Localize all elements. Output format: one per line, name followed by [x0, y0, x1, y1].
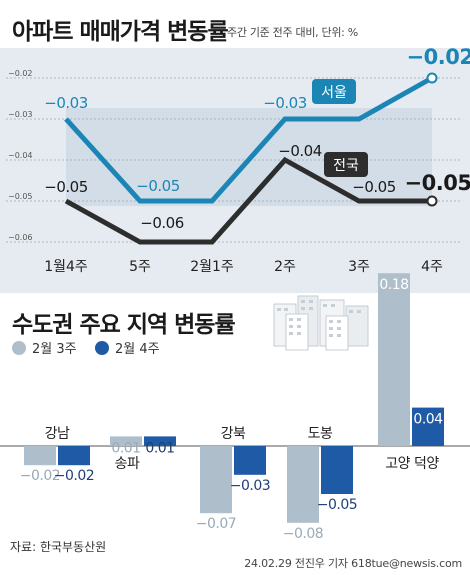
legend-label-week4: 2월 4주 [115, 342, 160, 357]
region-label: 고양 덕양 [385, 456, 439, 472]
source-note: 자료: 한국부동산원 [10, 540, 107, 554]
national-data-label: −0.06 [140, 214, 183, 232]
bar-label-week4: −0.03 [230, 478, 270, 494]
x-tick-label: 2주 [274, 259, 296, 275]
x-tick-label: 1월4주 [44, 259, 88, 275]
legend-week3: 2월 3주 [12, 338, 77, 357]
bar-week3 [110, 436, 142, 446]
region-label: 도봉 [308, 426, 333, 442]
apartment-buildings-icon [273, 295, 369, 351]
line-chart: −0.02−0.03−0.04−0.05−0.06서울전국−0.03−0.05−… [6, 48, 470, 275]
region-label: 강남 [45, 426, 70, 442]
national-data-label: −0.05 [405, 171, 470, 195]
legend-week4: 2월 4주 [95, 338, 160, 357]
seoul-data-label: −0.02 [407, 48, 470, 69]
bar-week4 [58, 446, 90, 466]
region-label: 송파 [115, 456, 140, 472]
bar-label-week3: 0.18 [379, 277, 408, 293]
credit-line: 24.02.29 전진우 기자 618tue@newsis.com [244, 557, 462, 570]
legend-label-week3: 2월 3주 [32, 342, 77, 357]
series-end-marker [426, 72, 438, 84]
national-tag-box [324, 152, 368, 177]
x-tick-label: 2월1주 [190, 259, 234, 275]
seoul-data-label: −0.03 [263, 94, 306, 112]
seoul-data-label: −0.05 [136, 177, 179, 195]
seoul-series-line [64, 75, 434, 204]
series-end-marker [426, 195, 438, 207]
national-data-label: −0.04 [278, 142, 321, 160]
bar-week3 [378, 273, 410, 446]
bar-chart-title: 수도권 주요 지역 변동률 [12, 312, 236, 338]
bar-week4 [412, 407, 444, 446]
y-tick-label: −0.02 [8, 69, 33, 78]
bar-week4 [234, 446, 266, 475]
page-title: 아파트 매매가격 변동률 [12, 19, 229, 45]
bar-label-week4: 0.04 [413, 412, 443, 428]
seoul-data-label: −0.03 [44, 94, 87, 112]
bar-label-week4: −0.02 [54, 468, 94, 484]
seoul-series-name: 서울 [321, 85, 347, 101]
y-tick-label: −0.04 [8, 151, 33, 160]
seoul-tag-box [312, 79, 356, 104]
bar-label-week3: 0.01 [111, 440, 140, 456]
bar-week4 [144, 436, 176, 446]
y-tick-label: −0.06 [8, 233, 33, 242]
unit-note: 주간 기준 전주 대비, 단위: % [227, 26, 358, 39]
region-label: 강북 [221, 426, 246, 442]
x-tick-label: 3주 [348, 259, 370, 275]
x-tick-label: 4주 [421, 259, 443, 275]
bar-label-week3: −0.07 [196, 516, 236, 532]
legend-swatch-week4 [95, 340, 109, 355]
bar-week3 [287, 446, 319, 523]
bar-label-week4: 0.01 [145, 440, 174, 456]
bar-week3 [24, 446, 56, 466]
bar-label-week3: −0.08 [283, 526, 323, 542]
bar-label-week4: −0.05 [317, 497, 357, 513]
legend-swatch-week3 [12, 340, 26, 355]
y-tick-label: −0.03 [8, 110, 33, 119]
national-data-label: −0.05 [352, 178, 395, 196]
national-data-label: −0.05 [44, 178, 87, 196]
national-series-name: 전국 [333, 158, 359, 174]
x-tick-label: 5주 [129, 259, 151, 275]
y-tick-label: −0.05 [8, 192, 33, 201]
bar-week4 [321, 446, 353, 494]
bar-week3 [200, 446, 232, 514]
national-series-line [64, 156, 432, 245]
bar-label-week3: −0.02 [20, 468, 60, 484]
